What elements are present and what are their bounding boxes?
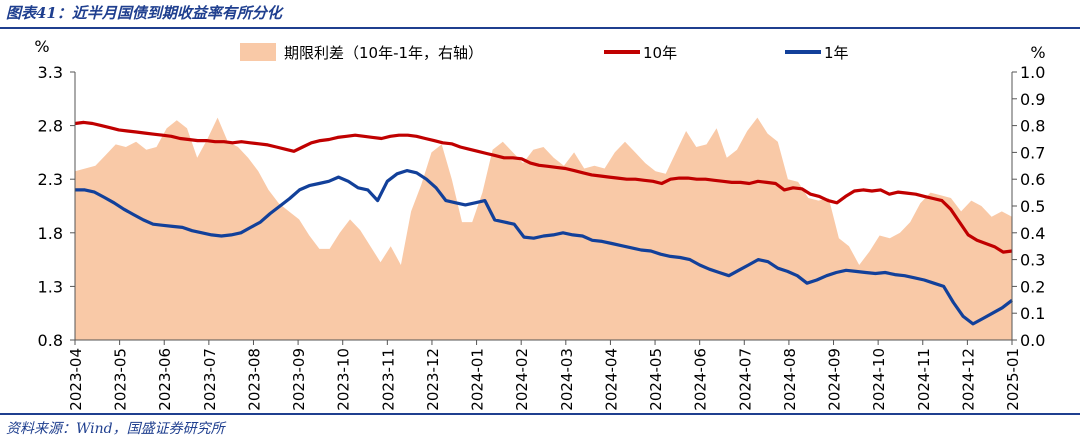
x-tick-label: 2024-07 xyxy=(736,348,754,411)
line-10y xyxy=(74,120,1013,254)
right-tick-label: 0.5 xyxy=(1020,197,1045,216)
x-tick-label: 2024-10 xyxy=(870,348,888,411)
x-tick-label: 2023-11 xyxy=(379,348,397,411)
line-1y xyxy=(75,169,1013,326)
left-tick-label: 0.8 xyxy=(38,331,63,350)
x-tick-label: 2023-04 xyxy=(67,348,85,411)
yield-chart: 0.8 1.3 1.8 2.3 2.8 3.3% 0.0 0.1 0.2 0.3 0.4 0.5 0.6… xyxy=(34,37,1045,411)
top-rule xyxy=(0,27,1080,29)
x-tick-label: 2024-09 xyxy=(826,348,844,411)
x-tick-label: 2025-01 xyxy=(1004,348,1022,411)
x-tick-label: 2023-05 xyxy=(112,348,130,411)
x-tick-label: 2024-01 xyxy=(469,348,487,411)
right-tick-label: 0.9 xyxy=(1020,90,1045,109)
right-axis-unit: % xyxy=(1030,43,1045,62)
x-tick-label: 2023-09 xyxy=(290,348,308,411)
figure-title: 图表41：近半月国债到期收益率有所分化 xyxy=(6,4,282,22)
legend-swatch-spread xyxy=(240,43,276,61)
left-axis-unit: % xyxy=(34,37,49,56)
legend-label-10y: 10年 xyxy=(643,44,677,62)
left-tick-label: 2.8 xyxy=(38,117,63,136)
right-tick-label: 0.4 xyxy=(1020,224,1045,243)
right-tick-label: 1.0 xyxy=(1020,63,1045,82)
x-tick-label: 2024-06 xyxy=(692,348,710,411)
legend-label-1y: 1年 xyxy=(824,44,849,62)
x-tick-label: 2024-04 xyxy=(602,348,620,411)
left-tick-label: 3.3 xyxy=(38,63,63,82)
right-tick-label: 0.8 xyxy=(1020,117,1045,136)
left-tick-label: 1.8 xyxy=(38,224,63,243)
right-tick-label: 0.1 xyxy=(1020,304,1045,323)
right-tick-label: 0.7 xyxy=(1020,143,1045,162)
legend: 期限利差（10年-1年，右轴） 10年 1年 xyxy=(240,43,849,62)
right-tick-label: 0.3 xyxy=(1020,251,1045,270)
x-tick-label: 2023-08 xyxy=(245,348,263,411)
x-tick-label: 2024-12 xyxy=(959,348,977,411)
spread-area-layer xyxy=(75,117,1012,340)
left-tick-label: 2.3 xyxy=(38,170,63,189)
right-tick-label: 0.2 xyxy=(1020,277,1045,296)
bottom-rule xyxy=(0,413,1080,415)
spread-area xyxy=(75,117,1012,340)
x-tick-label: 2024-05 xyxy=(647,348,665,411)
right-tick-label: 0.0 xyxy=(1020,331,1045,350)
legend-label-spread: 期限利差（10年-1年，右轴） xyxy=(284,44,483,62)
lines-layer xyxy=(74,120,1013,326)
source-note: 资料来源：Wind，国盛证券研究所 xyxy=(6,421,225,437)
x-tick-label: 2024-08 xyxy=(781,348,799,411)
x-tick-label: 2024-03 xyxy=(558,348,576,411)
x-tick-label: 2023-06 xyxy=(156,348,174,411)
x-tick-label: 2024-11 xyxy=(915,348,933,411)
axes-layer: 0.8 1.3 1.8 2.3 2.8 3.3% 0.0 0.1 0.2 0.3 0.4 0.5 0.6… xyxy=(34,37,1045,411)
x-tick-label: 2023-10 xyxy=(335,348,353,411)
left-tick-label: 1.3 xyxy=(38,277,63,296)
x-tick-label: 2023-07 xyxy=(201,348,219,411)
right-tick-label: 0.6 xyxy=(1020,170,1045,189)
x-tick-label: 2024-02 xyxy=(513,348,531,411)
x-tick-label: 2023-12 xyxy=(424,348,442,411)
